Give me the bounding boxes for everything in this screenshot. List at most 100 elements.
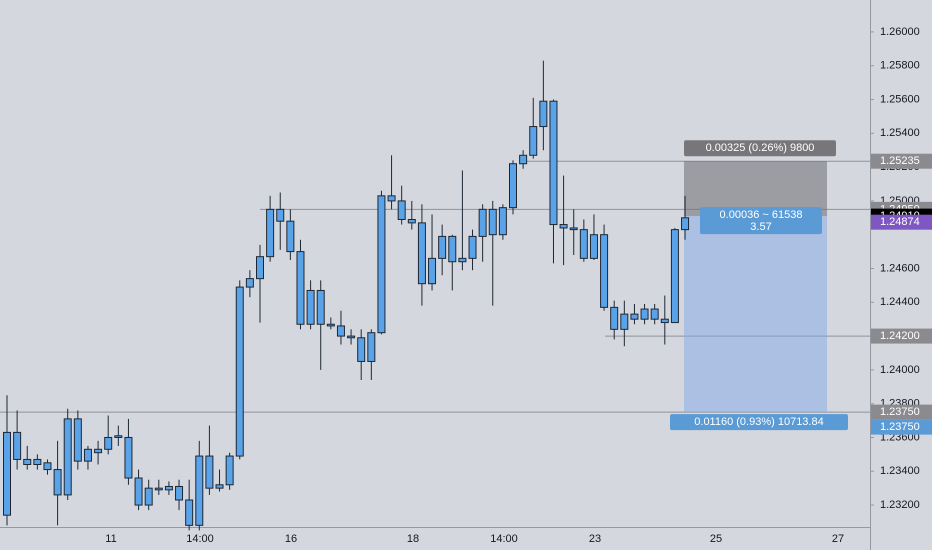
candle-body xyxy=(266,208,275,258)
price-label: 1.24874 xyxy=(880,216,920,228)
candle-body xyxy=(205,455,214,489)
price-label: 1.23750 xyxy=(880,406,920,418)
stop-zone xyxy=(684,216,827,413)
y-tick-label: 1.24000 xyxy=(880,364,920,376)
candle-body xyxy=(33,458,42,466)
candle-body xyxy=(407,218,416,224)
candle-body xyxy=(326,323,335,327)
candle-body xyxy=(428,257,437,285)
candle-body xyxy=(438,235,447,259)
candle-body xyxy=(610,306,619,330)
price-label: 1.23750 xyxy=(880,421,920,433)
target-label: 0.00325 (0.26%) 9800 xyxy=(706,142,815,154)
candle-body xyxy=(478,208,487,237)
candle-body xyxy=(104,436,113,450)
x-tick-label: 11 xyxy=(105,533,116,545)
candle-body xyxy=(13,431,22,460)
x-tick-label: 18 xyxy=(407,533,419,545)
candle-body xyxy=(134,477,143,506)
candle-body xyxy=(640,308,649,320)
candle-body xyxy=(124,436,133,479)
candle-body xyxy=(569,227,578,231)
candle-body xyxy=(306,289,315,325)
price-label: 1.24200 xyxy=(880,330,920,342)
candle-body xyxy=(468,235,477,259)
candle-body xyxy=(589,234,598,259)
candle-body xyxy=(286,220,295,253)
candle-body xyxy=(215,484,224,489)
candle-body xyxy=(529,126,538,156)
price-label-box xyxy=(871,328,932,344)
x-tick-label: 16 xyxy=(285,533,297,545)
candle-body xyxy=(63,418,72,496)
x-tick-label: 25 xyxy=(710,533,722,545)
y-tick-label: 1.23400 xyxy=(880,465,920,477)
y-tick-label: 1.24400 xyxy=(880,296,920,308)
candle-body xyxy=(397,200,406,220)
candle-body xyxy=(296,251,305,325)
candle-body xyxy=(175,485,184,501)
candle-body xyxy=(316,289,325,325)
entry-label: 3.57 xyxy=(750,221,771,233)
candle-body xyxy=(660,318,669,324)
candle-body xyxy=(144,487,153,506)
candle-body xyxy=(448,235,457,263)
candle-body xyxy=(650,308,659,320)
candle-body xyxy=(417,222,426,285)
candle-body xyxy=(23,458,32,466)
candle-body xyxy=(357,337,366,362)
candle-body xyxy=(509,163,517,209)
candle-body xyxy=(256,256,264,280)
price-label-box xyxy=(871,214,932,230)
candle-body xyxy=(276,208,285,222)
candle-body xyxy=(83,448,92,462)
target-zone xyxy=(684,161,827,217)
candle-body xyxy=(559,224,568,229)
candle-body xyxy=(670,229,679,324)
candle-body xyxy=(458,257,467,263)
candle-body xyxy=(347,335,356,339)
candle-body xyxy=(498,207,507,236)
y-tick-label: 1.25800 xyxy=(880,60,920,72)
y-tick-label: 1.24600 xyxy=(880,262,920,274)
candle-body xyxy=(114,435,123,438)
candle-body xyxy=(367,332,376,362)
price-label-box xyxy=(871,153,932,169)
y-tick-label: 1.25600 xyxy=(880,93,920,105)
entry-label: 0.00036 ~ 61538 xyxy=(720,209,803,221)
entry-label-box xyxy=(700,207,822,235)
candle-body xyxy=(377,195,386,334)
candle-body xyxy=(630,313,639,320)
price-label: 1.25235 xyxy=(880,155,920,167)
candle-body xyxy=(549,100,558,226)
candle-body xyxy=(600,234,609,308)
candle-body xyxy=(195,455,204,526)
x-tick-label: 14:00 xyxy=(490,533,518,545)
candle-body xyxy=(185,499,194,526)
candle-body xyxy=(387,195,396,202)
candle-body xyxy=(94,448,103,454)
y-tick-label: 1.23200 xyxy=(880,499,920,511)
candle-body xyxy=(681,217,690,231)
candle-body xyxy=(225,455,234,486)
price-label-box xyxy=(871,404,932,420)
x-tick-label: 23 xyxy=(589,533,601,545)
candle-body xyxy=(53,469,62,496)
candle-body xyxy=(3,431,11,516)
candle-body xyxy=(336,325,345,337)
candle-body xyxy=(235,286,244,457)
candle-body xyxy=(245,278,254,288)
candle-body xyxy=(164,485,173,491)
candle-body xyxy=(539,100,548,128)
x-tick-label: 14:00 xyxy=(186,533,214,545)
y-tick-label: 1.25400 xyxy=(880,127,920,139)
candle-body xyxy=(154,487,163,491)
target-label-box xyxy=(684,140,836,157)
stop-label-box xyxy=(670,414,848,431)
y-tick-label: 1.26000 xyxy=(880,26,920,38)
candle-body xyxy=(620,313,629,330)
price-label-box xyxy=(871,419,932,435)
candle-body xyxy=(579,229,588,259)
candle-body xyxy=(73,418,82,462)
